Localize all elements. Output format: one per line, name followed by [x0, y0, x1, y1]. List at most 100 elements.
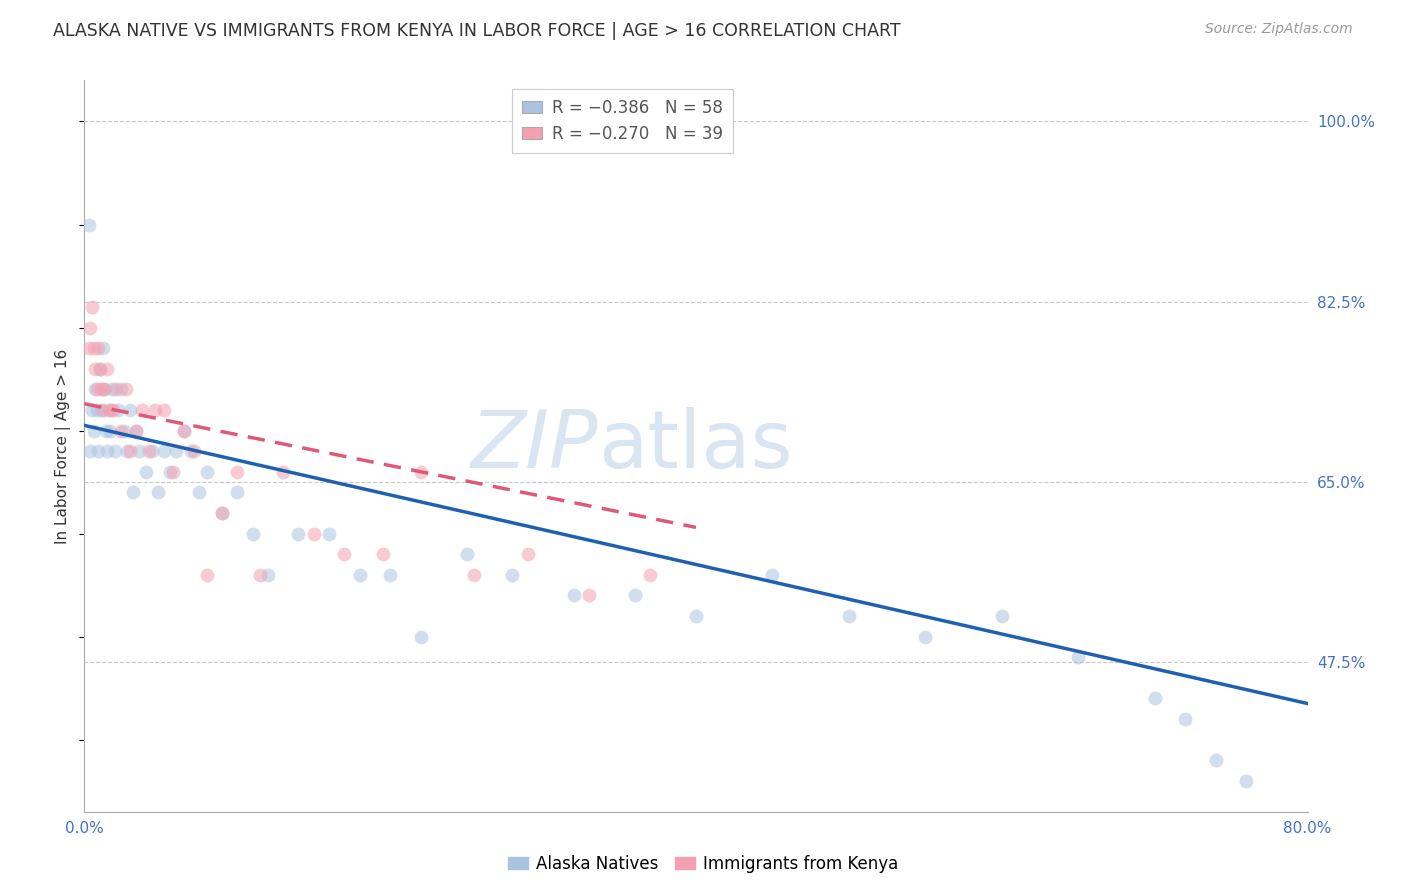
- Point: [226, 485, 249, 500]
- Point: [761, 567, 783, 582]
- Point: [125, 424, 148, 438]
- Point: [138, 444, 160, 458]
- Point: [685, 609, 707, 624]
- Point: [1205, 753, 1227, 767]
- Point: [110, 382, 132, 396]
- Point: [159, 465, 181, 479]
- Point: [333, 547, 356, 561]
- Point: [562, 588, 585, 602]
- Point: [242, 526, 264, 541]
- Point: [226, 465, 249, 479]
- Point: [131, 403, 153, 417]
- Point: [98, 403, 121, 417]
- Point: [86, 403, 108, 417]
- Point: [122, 485, 145, 500]
- Point: [195, 465, 218, 479]
- Point: [287, 526, 309, 541]
- Point: [80, 403, 103, 417]
- Point: [180, 444, 202, 458]
- Point: [195, 567, 218, 582]
- Point: [153, 403, 176, 417]
- Point: [120, 444, 142, 458]
- Point: [302, 526, 325, 541]
- Point: [456, 547, 478, 561]
- Y-axis label: In Labor Force | Age > 16: In Labor Force | Age > 16: [55, 349, 72, 543]
- Point: [349, 567, 371, 582]
- Point: [249, 567, 271, 582]
- Point: [271, 465, 294, 479]
- Point: [87, 444, 110, 458]
- Point: [86, 382, 108, 396]
- Point: [120, 403, 142, 417]
- Point: [90, 382, 112, 396]
- Point: [77, 341, 100, 355]
- Point: [380, 567, 402, 582]
- Point: [1236, 773, 1258, 788]
- Point: [173, 424, 195, 438]
- Point: [638, 567, 661, 582]
- Point: [183, 444, 205, 458]
- Point: [1143, 691, 1166, 706]
- Point: [502, 567, 524, 582]
- Point: [1067, 650, 1090, 665]
- Point: [143, 403, 166, 417]
- Point: [146, 485, 169, 500]
- Point: [128, 444, 150, 458]
- Point: [104, 444, 127, 458]
- Point: [89, 361, 111, 376]
- Point: [83, 341, 105, 355]
- Point: [91, 341, 114, 355]
- Point: [84, 361, 107, 376]
- Point: [153, 444, 176, 458]
- Text: Source: ZipAtlas.com: Source: ZipAtlas.com: [1205, 22, 1353, 37]
- Point: [211, 506, 233, 520]
- Point: [125, 424, 148, 438]
- Point: [90, 403, 112, 417]
- Point: [79, 320, 101, 334]
- Point: [93, 382, 115, 396]
- Point: [94, 424, 117, 438]
- Point: [141, 444, 163, 458]
- Point: [318, 526, 340, 541]
- Point: [91, 403, 114, 417]
- Point: [80, 300, 103, 314]
- Point: [96, 361, 118, 376]
- Point: [409, 465, 432, 479]
- Point: [97, 403, 120, 417]
- Point: [578, 588, 600, 602]
- Point: [624, 588, 647, 602]
- Point: [115, 444, 138, 458]
- Point: [77, 218, 100, 232]
- Point: [914, 630, 936, 644]
- Point: [79, 444, 101, 458]
- Point: [165, 444, 187, 458]
- Point: [96, 444, 118, 458]
- Point: [463, 567, 485, 582]
- Point: [107, 403, 129, 417]
- Point: [110, 424, 132, 438]
- Point: [135, 465, 157, 479]
- Text: ZIP: ZIP: [471, 407, 598, 485]
- Point: [98, 424, 121, 438]
- Point: [114, 382, 136, 396]
- Point: [101, 382, 124, 396]
- Point: [371, 547, 394, 561]
- Text: atlas: atlas: [598, 407, 793, 485]
- Point: [991, 609, 1014, 624]
- Legend: Alaska Natives, Immigrants from Kenya: Alaska Natives, Immigrants from Kenya: [501, 848, 905, 880]
- Point: [211, 506, 233, 520]
- Point: [188, 485, 211, 500]
- Point: [89, 361, 111, 376]
- Point: [103, 403, 125, 417]
- Point: [838, 609, 860, 624]
- Point: [173, 424, 195, 438]
- Point: [257, 567, 280, 582]
- Point: [162, 465, 184, 479]
- Point: [516, 547, 538, 561]
- Point: [112, 424, 135, 438]
- Text: ALASKA NATIVE VS IMMIGRANTS FROM KENYA IN LABOR FORCE | AGE > 16 CORRELATION CHA: ALASKA NATIVE VS IMMIGRANTS FROM KENYA I…: [53, 22, 901, 40]
- Point: [1174, 712, 1197, 726]
- Point: [409, 630, 432, 644]
- Legend: R = −0.386   N = 58, R = −0.270   N = 39: R = −0.386 N = 58, R = −0.270 N = 39: [512, 88, 733, 153]
- Point: [83, 424, 105, 438]
